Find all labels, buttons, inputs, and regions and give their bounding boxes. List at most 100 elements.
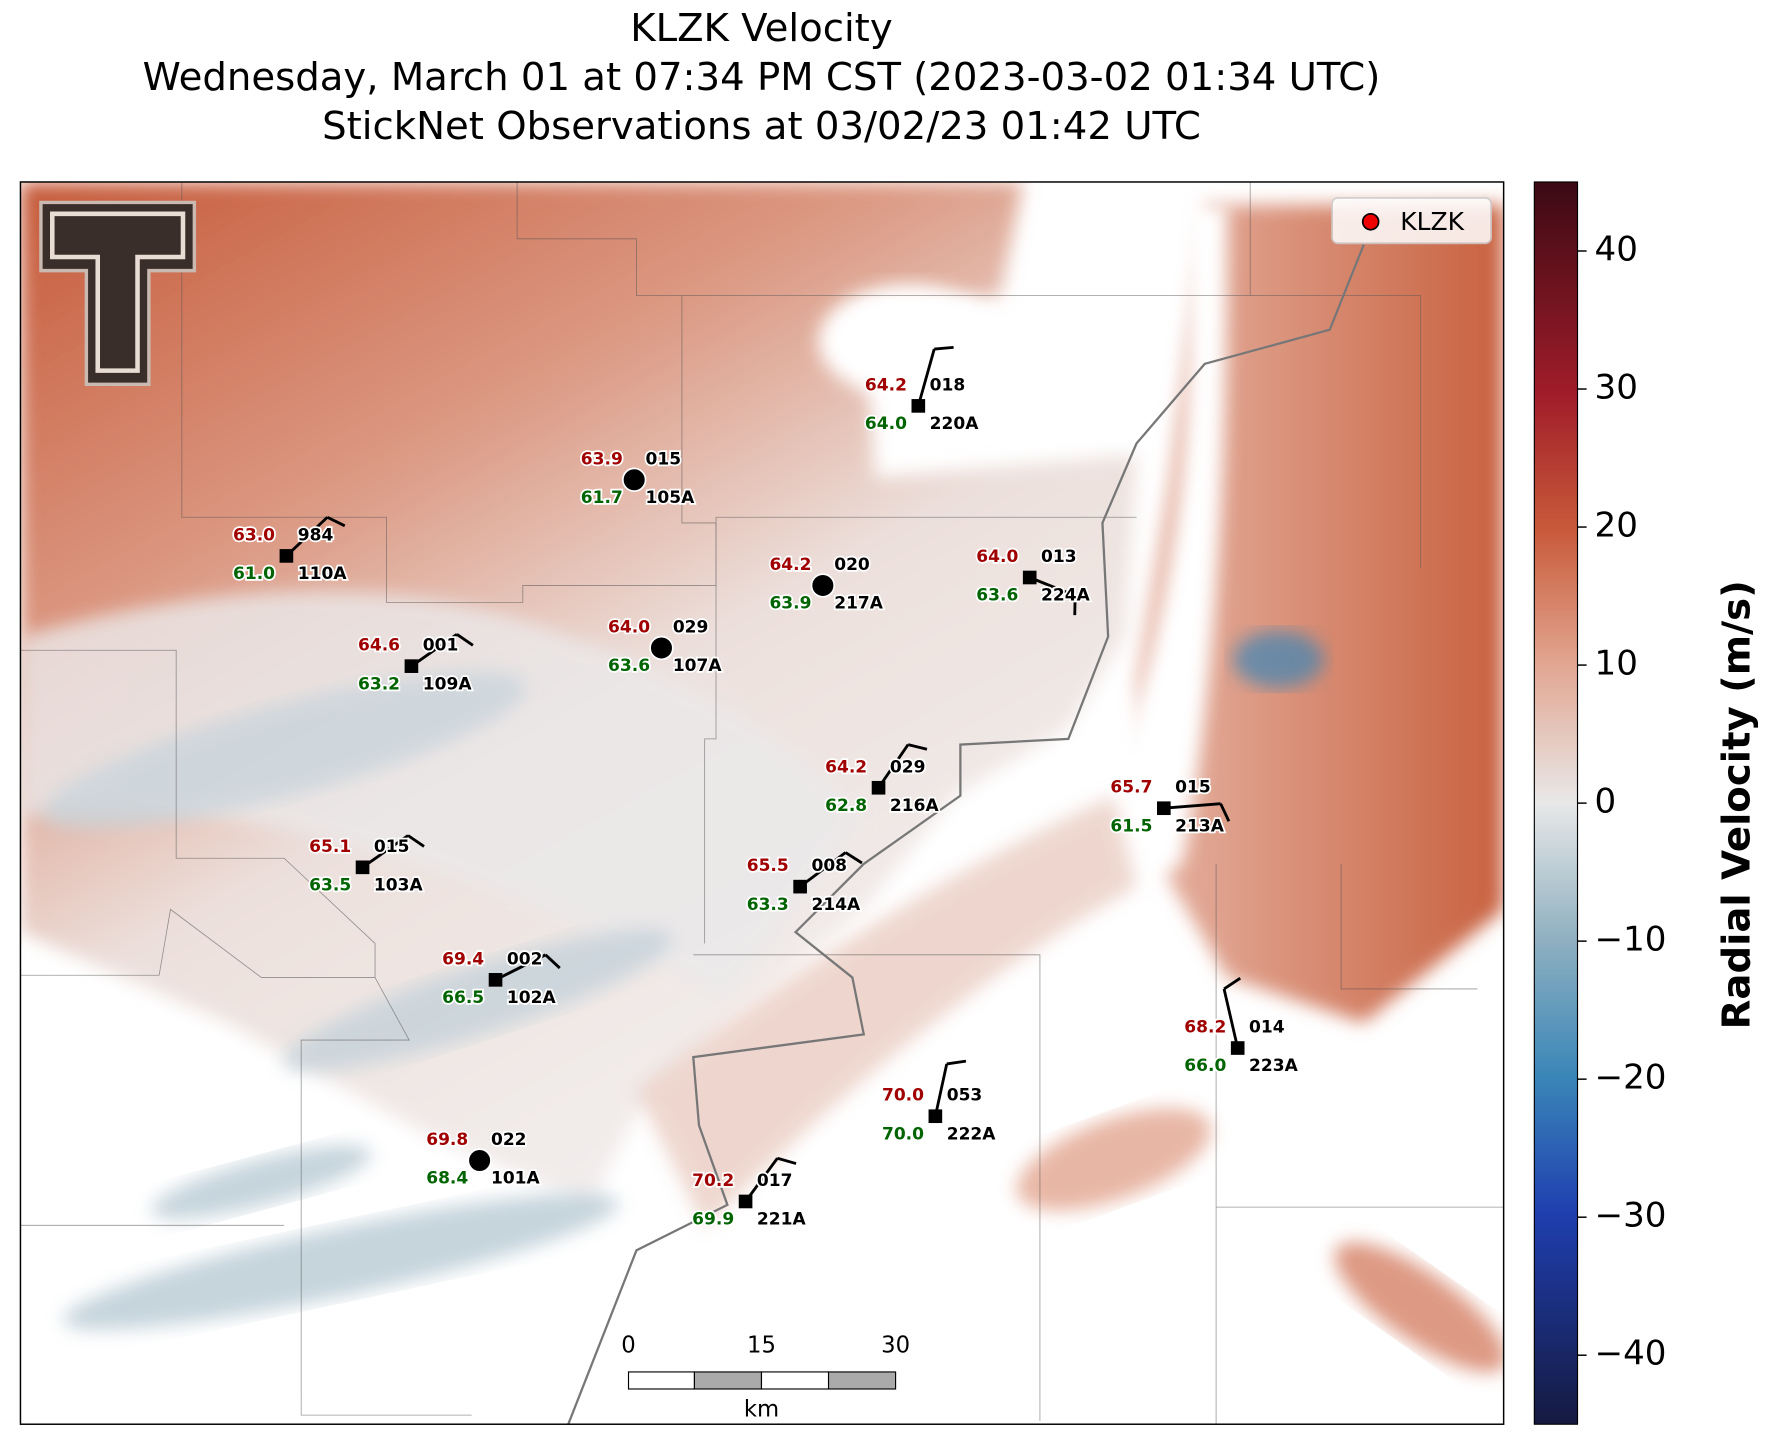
wind-staff (410, 633, 458, 668)
station-marker (738, 1194, 753, 1209)
wind-barb (326, 515, 346, 528)
station-id: 217A (834, 594, 884, 614)
pressure: 001 (423, 636, 459, 656)
legend: KLZK (1331, 197, 1492, 245)
pressure: 002 (507, 949, 543, 969)
station-marker (871, 780, 886, 795)
dewpoint: 66.0 (1184, 1056, 1226, 1076)
scale-label: 30 (881, 1333, 910, 1359)
station-marker (649, 635, 674, 661)
map-frame (19, 181, 1505, 1425)
temperature: 64.2 (865, 375, 907, 395)
station-id: 102A (507, 988, 557, 1008)
dewpoint: 66.5 (442, 988, 484, 1008)
pressure: 013 (1041, 547, 1077, 567)
temperature: 64.0 (608, 618, 650, 638)
station-id: 103A (374, 876, 424, 896)
pressure: 029 (673, 618, 709, 638)
wind-staff (877, 743, 910, 789)
scale-unit: km (744, 1396, 779, 1422)
wind-barb (407, 834, 425, 848)
station-id: 107A (673, 656, 723, 676)
temperature: 68.2 (1184, 1018, 1226, 1038)
dewpoint: 63.6 (976, 586, 1018, 606)
station-marker (810, 573, 836, 598)
station-id: 216A (890, 796, 940, 816)
wind-barb (934, 345, 954, 351)
dewpoint: 63.3 (747, 895, 789, 915)
pressure: 014 (1249, 1018, 1285, 1038)
wind-barb (777, 1156, 797, 1165)
wind-barb (456, 633, 474, 647)
logo (39, 200, 197, 386)
wind-staff (744, 1157, 779, 1203)
dewpoint: 63.5 (309, 876, 351, 896)
wind-staff (494, 953, 547, 982)
wind-barb (946, 1059, 967, 1066)
wind-staff (361, 834, 409, 869)
colorbar-tick-label: 0 (1595, 782, 1617, 822)
dewpoint: 63.2 (358, 674, 400, 694)
dewpoint: 61.5 (1110, 816, 1152, 836)
radar-field (20, 181, 1504, 1425)
scale-label: 15 (747, 1333, 776, 1359)
temperature: 65.7 (1110, 778, 1152, 798)
stations: 64.2 018 64.0 220A 63.9 015 61.7 105A 63.0 984 61.… (231, 345, 1300, 1231)
temperature: 70.0 (882, 1086, 924, 1106)
wind-barb (1219, 803, 1231, 822)
pressure: 017 (757, 1171, 793, 1191)
title-line: StickNet Observations at 03/02/23 01:42 … (322, 104, 1201, 149)
colorbar-tick-label: −30 (1595, 1196, 1667, 1236)
station-marker (1022, 570, 1037, 585)
colorbar-tick-label: 30 (1595, 368, 1638, 408)
station-marker (793, 879, 807, 894)
station-marker (1156, 801, 1171, 816)
station-id: 213A (1175, 816, 1225, 836)
temperature: 69.8 (426, 1130, 468, 1150)
station-marker (488, 973, 503, 987)
colorbar-tick-label: −10 (1595, 920, 1667, 960)
colorbar (1533, 181, 1579, 1425)
station-id: 220A (930, 414, 980, 434)
colorbar-tick-label: −40 (1595, 1334, 1667, 1374)
temperature: 65.1 (309, 837, 351, 857)
pressure: 029 (890, 757, 926, 777)
station-marker (355, 860, 370, 875)
station-id: 101A (491, 1169, 541, 1189)
wind-barb (907, 743, 928, 751)
wind-staff (1029, 576, 1076, 598)
dewpoint: 63.6 (608, 656, 650, 676)
scale-bar: 0 15 30 km (621, 1333, 910, 1423)
temperature: 64.0 (976, 547, 1018, 567)
temperature: 64.2 (825, 757, 867, 777)
temperature: 69.4 (442, 949, 484, 969)
station-id: 110A (298, 564, 348, 584)
pressure: 022 (491, 1130, 527, 1150)
station-id: 224A (1041, 586, 1091, 606)
wind-staff (916, 348, 936, 407)
dewpoint: 69.9 (692, 1210, 734, 1230)
wind-staff (1222, 988, 1240, 1049)
temperature: 65.5 (747, 856, 789, 876)
temperature: 70.2 (692, 1171, 734, 1191)
temperature: 64.2 (769, 555, 811, 575)
legend-label: KLZK (1400, 207, 1464, 236)
wind-staff (799, 851, 847, 888)
colorbar-tick-label: 10 (1595, 644, 1638, 684)
pressure: 008 (811, 856, 847, 876)
legend-marker (1361, 212, 1380, 231)
station-id: 105A (646, 488, 696, 508)
title-line: KLZK Velocity (630, 6, 892, 51)
colorbar-label: Radial Velocity (m/s) (1714, 580, 1759, 1029)
legend-box (1331, 197, 1492, 245)
pressure: 018 (930, 375, 966, 395)
pressure: 020 (834, 555, 870, 575)
station-marker (467, 1148, 492, 1173)
dewpoint: 61.7 (581, 488, 623, 508)
pressure: 015 (646, 449, 682, 469)
wind-staff (933, 1063, 949, 1117)
pressure: 984 (298, 525, 334, 545)
dewpoint: 63.9 (769, 594, 811, 614)
